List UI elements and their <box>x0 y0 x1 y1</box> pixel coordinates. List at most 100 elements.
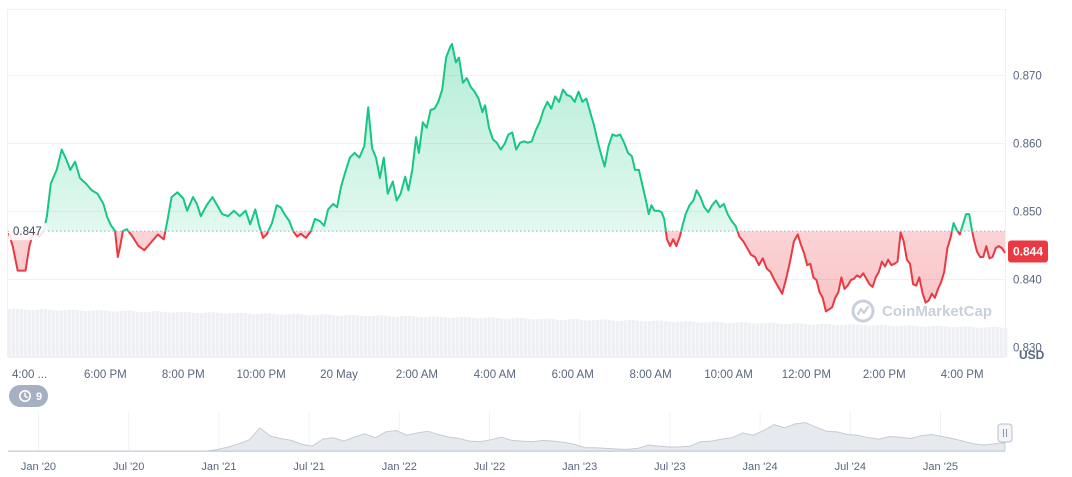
x-tick-label: 8:00 AM <box>629 369 671 381</box>
volume-bar <box>800 323 804 357</box>
volume-bar <box>716 321 720 357</box>
navigator-x-tick-label: Jan '24 <box>743 461 778 473</box>
volume-bar <box>168 312 172 357</box>
volume-bar <box>456 317 460 357</box>
volume-bar <box>424 317 428 357</box>
coinmarketcap-logo-icon <box>851 299 875 323</box>
volume-bar <box>672 322 676 357</box>
volume-bar <box>692 321 696 357</box>
volume-bar <box>64 310 68 357</box>
volume-bar <box>484 317 488 357</box>
volume-bar <box>392 316 396 357</box>
volume-bar <box>872 325 876 357</box>
volume-bar <box>72 309 76 357</box>
volume-bar <box>896 326 900 357</box>
volume-bar <box>588 320 592 357</box>
volume-bar <box>276 314 280 357</box>
volume-bar <box>368 316 372 357</box>
events-badge[interactable]: 9 <box>9 385 48 407</box>
volume-bar <box>176 312 180 357</box>
volume-bar <box>488 317 492 357</box>
volume-bar <box>380 315 384 357</box>
volume-bar <box>504 318 508 357</box>
volume-bar <box>668 321 672 357</box>
watermark: CoinMarketCap <box>851 299 992 323</box>
volume-bar <box>960 326 964 357</box>
volume-bar <box>36 309 40 357</box>
volume-bar <box>440 316 444 357</box>
volume-bar <box>208 312 212 357</box>
navigator-handle[interactable] <box>997 423 1013 443</box>
volume-bar <box>740 322 744 357</box>
volume-bar <box>56 310 60 357</box>
volume-bar <box>992 326 996 357</box>
volume-bar <box>560 319 564 357</box>
volume-bar <box>1004 328 1008 357</box>
volume-bar <box>100 310 104 357</box>
volume-bar <box>704 322 708 357</box>
volume-bar <box>232 313 236 357</box>
volume-bar <box>644 321 648 357</box>
volume-bar <box>312 315 316 357</box>
volume-bar <box>948 327 952 357</box>
x-tick-label: 10:00 PM <box>237 369 286 381</box>
volume-bar <box>564 319 568 357</box>
volume-bar <box>568 319 572 357</box>
volume-bar <box>932 326 936 357</box>
volume-bar <box>24 309 28 357</box>
volume-bar <box>476 318 480 357</box>
volume-bar <box>332 315 336 357</box>
volume-bar <box>328 314 332 357</box>
volume-bar <box>984 327 988 357</box>
events-count: 9 <box>36 391 42 403</box>
volume-bar <box>736 322 740 357</box>
volume-bar <box>336 315 340 357</box>
volume-bar <box>660 320 664 357</box>
volume-bar <box>956 326 960 357</box>
volume-bar <box>748 322 752 357</box>
price-line-below-baseline <box>7 231 1006 313</box>
volume-bar <box>724 322 728 357</box>
y-tick-label: 0.850 <box>1013 207 1042 219</box>
volume-bar <box>132 311 136 357</box>
volume-bar <box>436 316 440 357</box>
volume-bar <box>252 314 256 357</box>
volume-bar <box>928 326 932 357</box>
volume-bar <box>952 327 956 357</box>
volume-bar <box>656 320 660 357</box>
volume-bar <box>352 314 356 357</box>
volume-bar <box>308 315 312 357</box>
volume-bar <box>828 323 832 357</box>
volume-bar <box>92 310 96 357</box>
navigator-x-tick-label: Jan '23 <box>562 461 597 473</box>
volume-bar <box>372 315 376 357</box>
volume-bar <box>416 317 420 357</box>
volume-bar <box>192 312 196 357</box>
volume-bar <box>816 324 820 357</box>
volume-bar <box>164 312 168 357</box>
volume-bar <box>324 314 328 357</box>
volume-bar <box>184 311 188 357</box>
volume-bar <box>492 317 496 357</box>
volume-bar <box>844 324 848 357</box>
volume-bar <box>732 322 736 357</box>
volume-bar <box>516 317 520 357</box>
volume-bar <box>708 321 712 357</box>
volume-bar <box>884 324 888 357</box>
volume-bar <box>356 315 360 357</box>
volume-bar <box>988 327 992 357</box>
range-navigator[interactable]: Jan '20 Jul '20 Jan '21 Jul '21 Jan '22 Jul '… <box>8 412 1013 473</box>
volume-bar <box>584 320 588 357</box>
volume-bar <box>180 311 184 357</box>
volume-bar <box>116 311 120 357</box>
volume-bar <box>84 311 88 357</box>
volume-bar <box>652 320 656 357</box>
volume-bar <box>60 310 64 357</box>
volume-bar <box>496 318 500 357</box>
volume-bar <box>112 311 116 357</box>
volume-bar <box>648 321 652 357</box>
baseline-label: 0.847 <box>13 226 42 238</box>
navigator-x-tick-label: Jan '22 <box>382 461 417 473</box>
volume-bar <box>204 312 208 357</box>
